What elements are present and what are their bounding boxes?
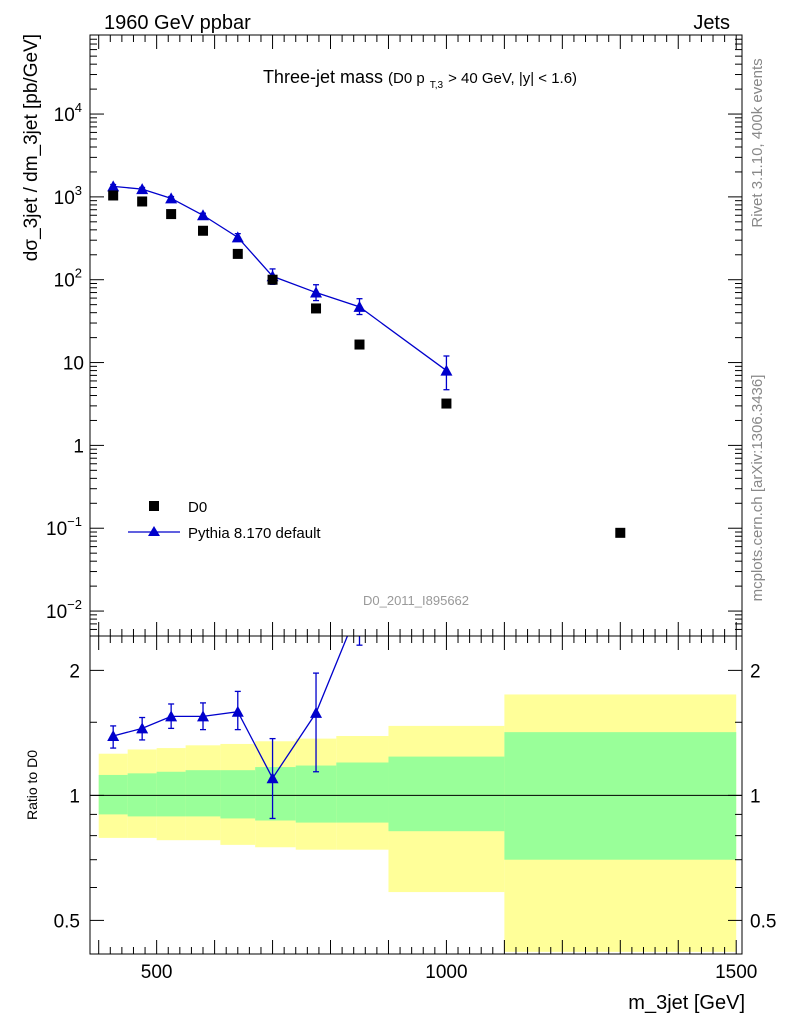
ratio-y-axis-label: Ratio to D0 <box>24 750 40 820</box>
pythia-point <box>136 183 149 195</box>
main-y-axis-label: dσ_3jet / dm_3jet [pb/GeV] <box>21 34 42 261</box>
main-y-tick-label: 1 <box>73 436 84 457</box>
ratio-point <box>165 710 178 722</box>
pythia-point <box>107 180 120 192</box>
d0-point <box>166 209 177 220</box>
main-y-tick-exponent: −1 <box>67 514 82 529</box>
ratio-x-tick-label: 1500 <box>715 962 757 983</box>
main-y-tick-label: 104 <box>54 100 82 126</box>
main-y-tick-exponent: −2 <box>67 597 82 612</box>
rivet-label: Rivet 3.1.10, 400k events <box>749 58 766 227</box>
ratio-point <box>107 729 120 741</box>
ratio-x-tick-label: 500 <box>141 962 173 983</box>
main-y-tick-exponent: 3 <box>75 183 82 198</box>
pythia-point <box>197 209 210 221</box>
ratio-band-green <box>98 774 128 815</box>
d0-point <box>615 527 626 538</box>
header-right: Jets <box>693 12 730 34</box>
pythia-point <box>231 231 244 243</box>
d0-point <box>232 248 243 259</box>
d0-point <box>354 339 365 350</box>
ratio-y-tick-label-right: 0.5 <box>750 911 776 932</box>
ratio-band-green <box>388 756 505 832</box>
ratio-band-green <box>127 773 157 817</box>
ratio-point <box>197 710 210 722</box>
main-title-sub: T,3 <box>430 80 444 91</box>
mcplots-label: mcplots.cern.ch [arXiv:1306.3436] <box>749 375 766 602</box>
d0-point <box>441 398 452 409</box>
ratio-line <box>113 636 349 780</box>
ratio-band-green <box>295 765 337 823</box>
main-y-tick-label: 10 <box>63 354 84 375</box>
pythia-point <box>440 364 453 376</box>
ratio-point <box>310 706 323 718</box>
d0-point <box>108 190 119 201</box>
header-left: 1960 GeV ppbar <box>104 12 251 34</box>
pythia-line <box>113 185 447 372</box>
ratio-band-green <box>336 762 389 823</box>
ratio-band-green <box>255 767 296 821</box>
x-axis-label: m_3jet [GeV] <box>628 992 745 1014</box>
ratio-panel: 500 1000 1500 0.5 0.5 1 1 2 2 Ratio to D0 m_3jet… <box>24 635 776 1014</box>
ratio-y-tick-label-right: 2 <box>750 661 761 682</box>
main-y-tick-base: 10 <box>46 519 67 540</box>
ratio-y-tick-label: 1 <box>69 786 80 807</box>
d0-point <box>198 225 209 236</box>
pythia-point <box>165 192 178 204</box>
ratio-band-green <box>220 770 256 819</box>
pythia-point <box>310 286 323 298</box>
main-title: Three-jet mass (D0 p T,3 > 40 GeV, |y| <… <box>263 67 577 92</box>
legend: D0 Pythia 8.170 default <box>128 499 321 542</box>
main-frame <box>89 34 743 637</box>
main-y-tick-base: 10 <box>54 271 75 292</box>
ratio-point <box>266 772 279 784</box>
ratio-band-green <box>185 770 221 817</box>
pythia-point <box>353 300 366 312</box>
ratio-point <box>231 705 244 717</box>
main-y-tick-label: 10−1 <box>46 514 82 540</box>
main-y-tick-label: 103 <box>54 183 82 209</box>
legend-d0-label: D0 <box>188 499 207 516</box>
main-title-detail: (D0 p <box>388 70 425 87</box>
ratio-y-tick-label: 2 <box>69 661 80 682</box>
main-y-tick-base: 10 <box>54 188 75 209</box>
main-title-detail-post: > 40 GeV, |y| < 1.6) <box>448 70 577 87</box>
main-title-text: Three-jet mass <box>263 67 383 87</box>
ratio-y-tick-label: 0.5 <box>54 911 80 932</box>
legend-pythia-label: Pythia 8.170 default <box>188 525 321 542</box>
d0-point <box>267 274 278 285</box>
main-y-tick-exponent: 4 <box>75 100 82 115</box>
d0-point <box>137 196 148 207</box>
ratio-band-green <box>504 732 737 860</box>
main-y-tick-base: 10 <box>46 602 67 623</box>
ratio-x-tick-label: 1000 <box>425 962 467 983</box>
ratio-band-green <box>156 771 186 817</box>
watermark: D0_2011_I895662 <box>363 593 469 608</box>
main-y-tick-exponent: 2 <box>75 266 82 281</box>
ratio-point <box>136 722 149 734</box>
main-y-tick-label: 10−2 <box>46 597 82 623</box>
ratio-y-tick-label-right: 1 <box>750 786 761 807</box>
legend-d0-marker <box>149 501 159 511</box>
main-y-tick-label: 102 <box>54 266 82 292</box>
main-y-tick-base: 10 <box>54 105 75 126</box>
d0-point <box>311 303 322 314</box>
legend-pythia-marker <box>148 526 160 536</box>
